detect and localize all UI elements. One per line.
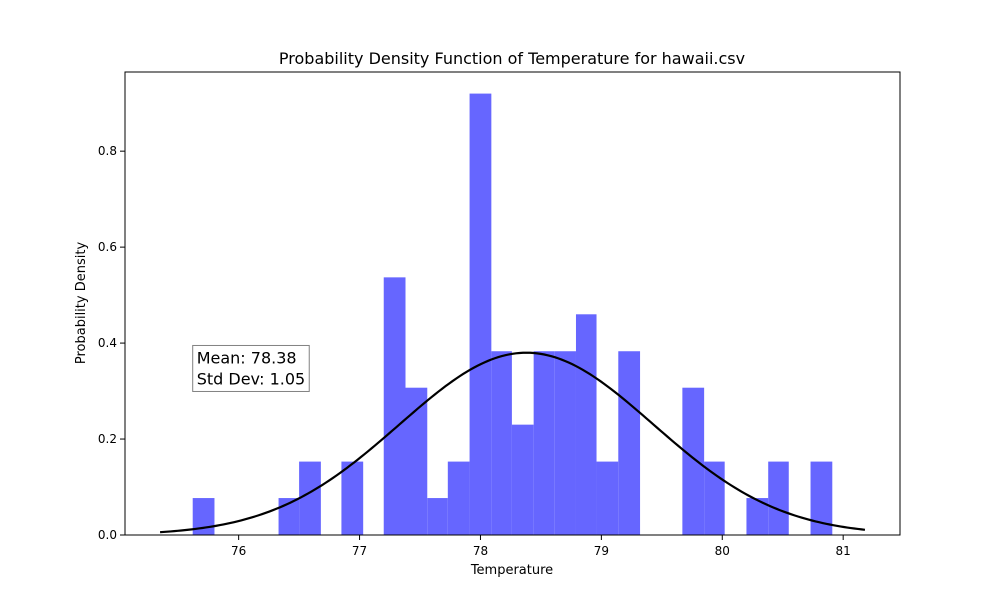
- x-tick-label: 76: [231, 544, 246, 558]
- x-tick-label: 80: [715, 544, 730, 558]
- plot-frame: [124, 71, 901, 536]
- histogram-bar: [278, 498, 300, 535]
- histogram-bar: [618, 351, 641, 535]
- histogram-bar: [511, 424, 534, 535]
- histogram-bar: [575, 314, 597, 535]
- y-tick-label: 0.2: [98, 432, 117, 446]
- histogram-bar: [746, 498, 769, 535]
- y-tick-label: 0.8: [98, 144, 117, 158]
- histogram-bar: [768, 461, 789, 535]
- histogram-bar: [405, 387, 428, 535]
- stats-annotation: Mean: 78.38 Std Dev: 1.05: [192, 344, 310, 392]
- histogram-bar: [682, 387, 705, 535]
- pdf-curve: [159, 351, 866, 534]
- x-axis-ticks: 76 77 78 79 80 81: [231, 535, 851, 558]
- histogram-bar: [469, 93, 492, 536]
- x-tick-label: 79: [594, 544, 609, 558]
- x-tick-label: 81: [836, 544, 851, 558]
- y-axis-ticks: 0.0 0.2 0.4 0.6 0.8: [98, 144, 125, 542]
- histogram-bar: [554, 351, 576, 535]
- stats-mean-text: Mean: 78.38: [197, 348, 297, 367]
- x-axis-label: Temperature: [470, 563, 553, 578]
- histogram-bar: [299, 461, 321, 535]
- histogram-bar: [810, 461, 833, 535]
- histogram-bar: [341, 461, 364, 535]
- chart-title: Probability Density Function of Temperat…: [279, 49, 745, 68]
- histogram-bar: [447, 461, 470, 535]
- histogram-bar: [491, 351, 512, 535]
- histogram-bar: [704, 461, 725, 535]
- y-axis-label: Probability Density: [74, 242, 89, 365]
- histogram-bars: [192, 93, 833, 536]
- histogram-bar: [192, 498, 215, 535]
- histogram-bar: [427, 498, 448, 535]
- histogram-bar: [533, 351, 555, 535]
- y-tick-label: 0.6: [98, 240, 117, 254]
- stats-std-text: Std Dev: 1.05: [197, 369, 306, 388]
- stats-annotation-box: [192, 344, 310, 392]
- histogram-bar: [596, 461, 619, 535]
- x-tick-label: 77: [352, 544, 367, 558]
- x-tick-label: 78: [473, 544, 488, 558]
- y-tick-label: 0.4: [98, 336, 117, 350]
- y-tick-label: 0.0: [98, 528, 117, 542]
- histogram-bar: [383, 277, 406, 535]
